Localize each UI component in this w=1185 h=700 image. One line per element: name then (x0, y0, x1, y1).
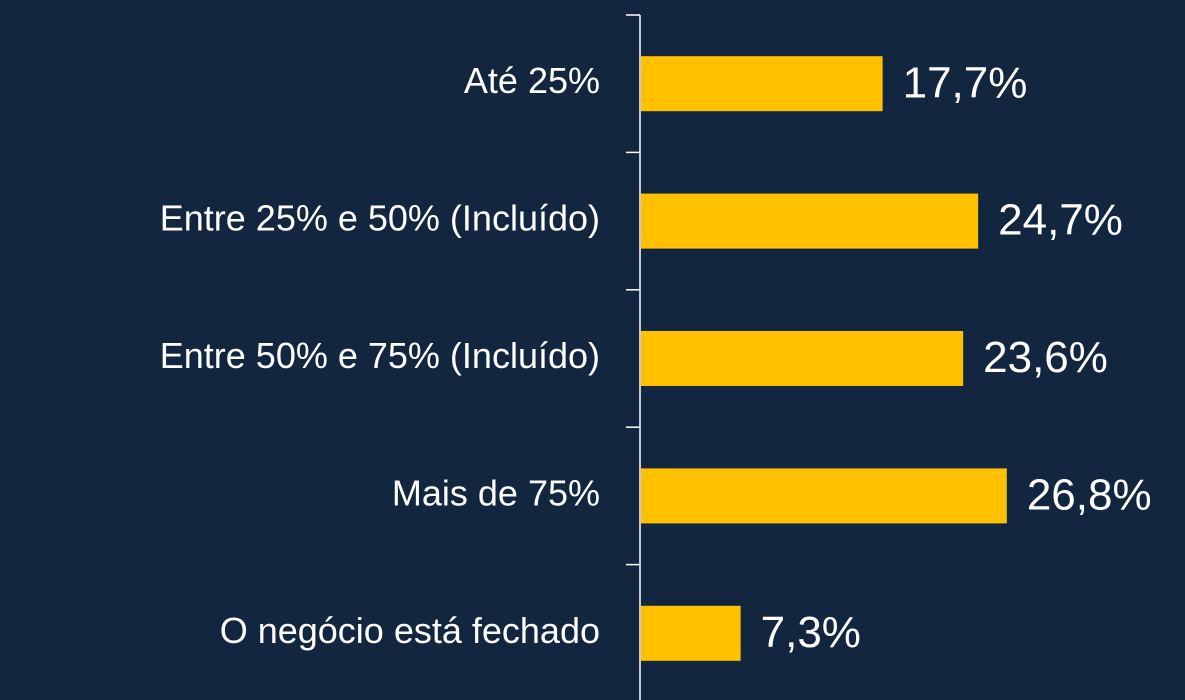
value-label: 23,6% (983, 333, 1108, 382)
value-label: 26,8% (1027, 471, 1152, 520)
value-label: 17,7% (903, 58, 1028, 107)
category-label: O negócio está fechado (220, 610, 600, 651)
value-label: 7,3% (761, 608, 861, 657)
bar (641, 331, 964, 386)
bar (641, 468, 1007, 524)
category-label: Até 25% (464, 60, 600, 101)
value-label: 24,7% (998, 196, 1123, 245)
category-label: Entre 25% e 50% (Incluído) (160, 198, 600, 239)
bar (641, 193, 979, 249)
category-label: Mais de 75% (392, 472, 600, 513)
category-label: Entre 50% e 75% (Incluído) (160, 335, 600, 376)
bar (641, 605, 741, 661)
bar (641, 56, 883, 112)
